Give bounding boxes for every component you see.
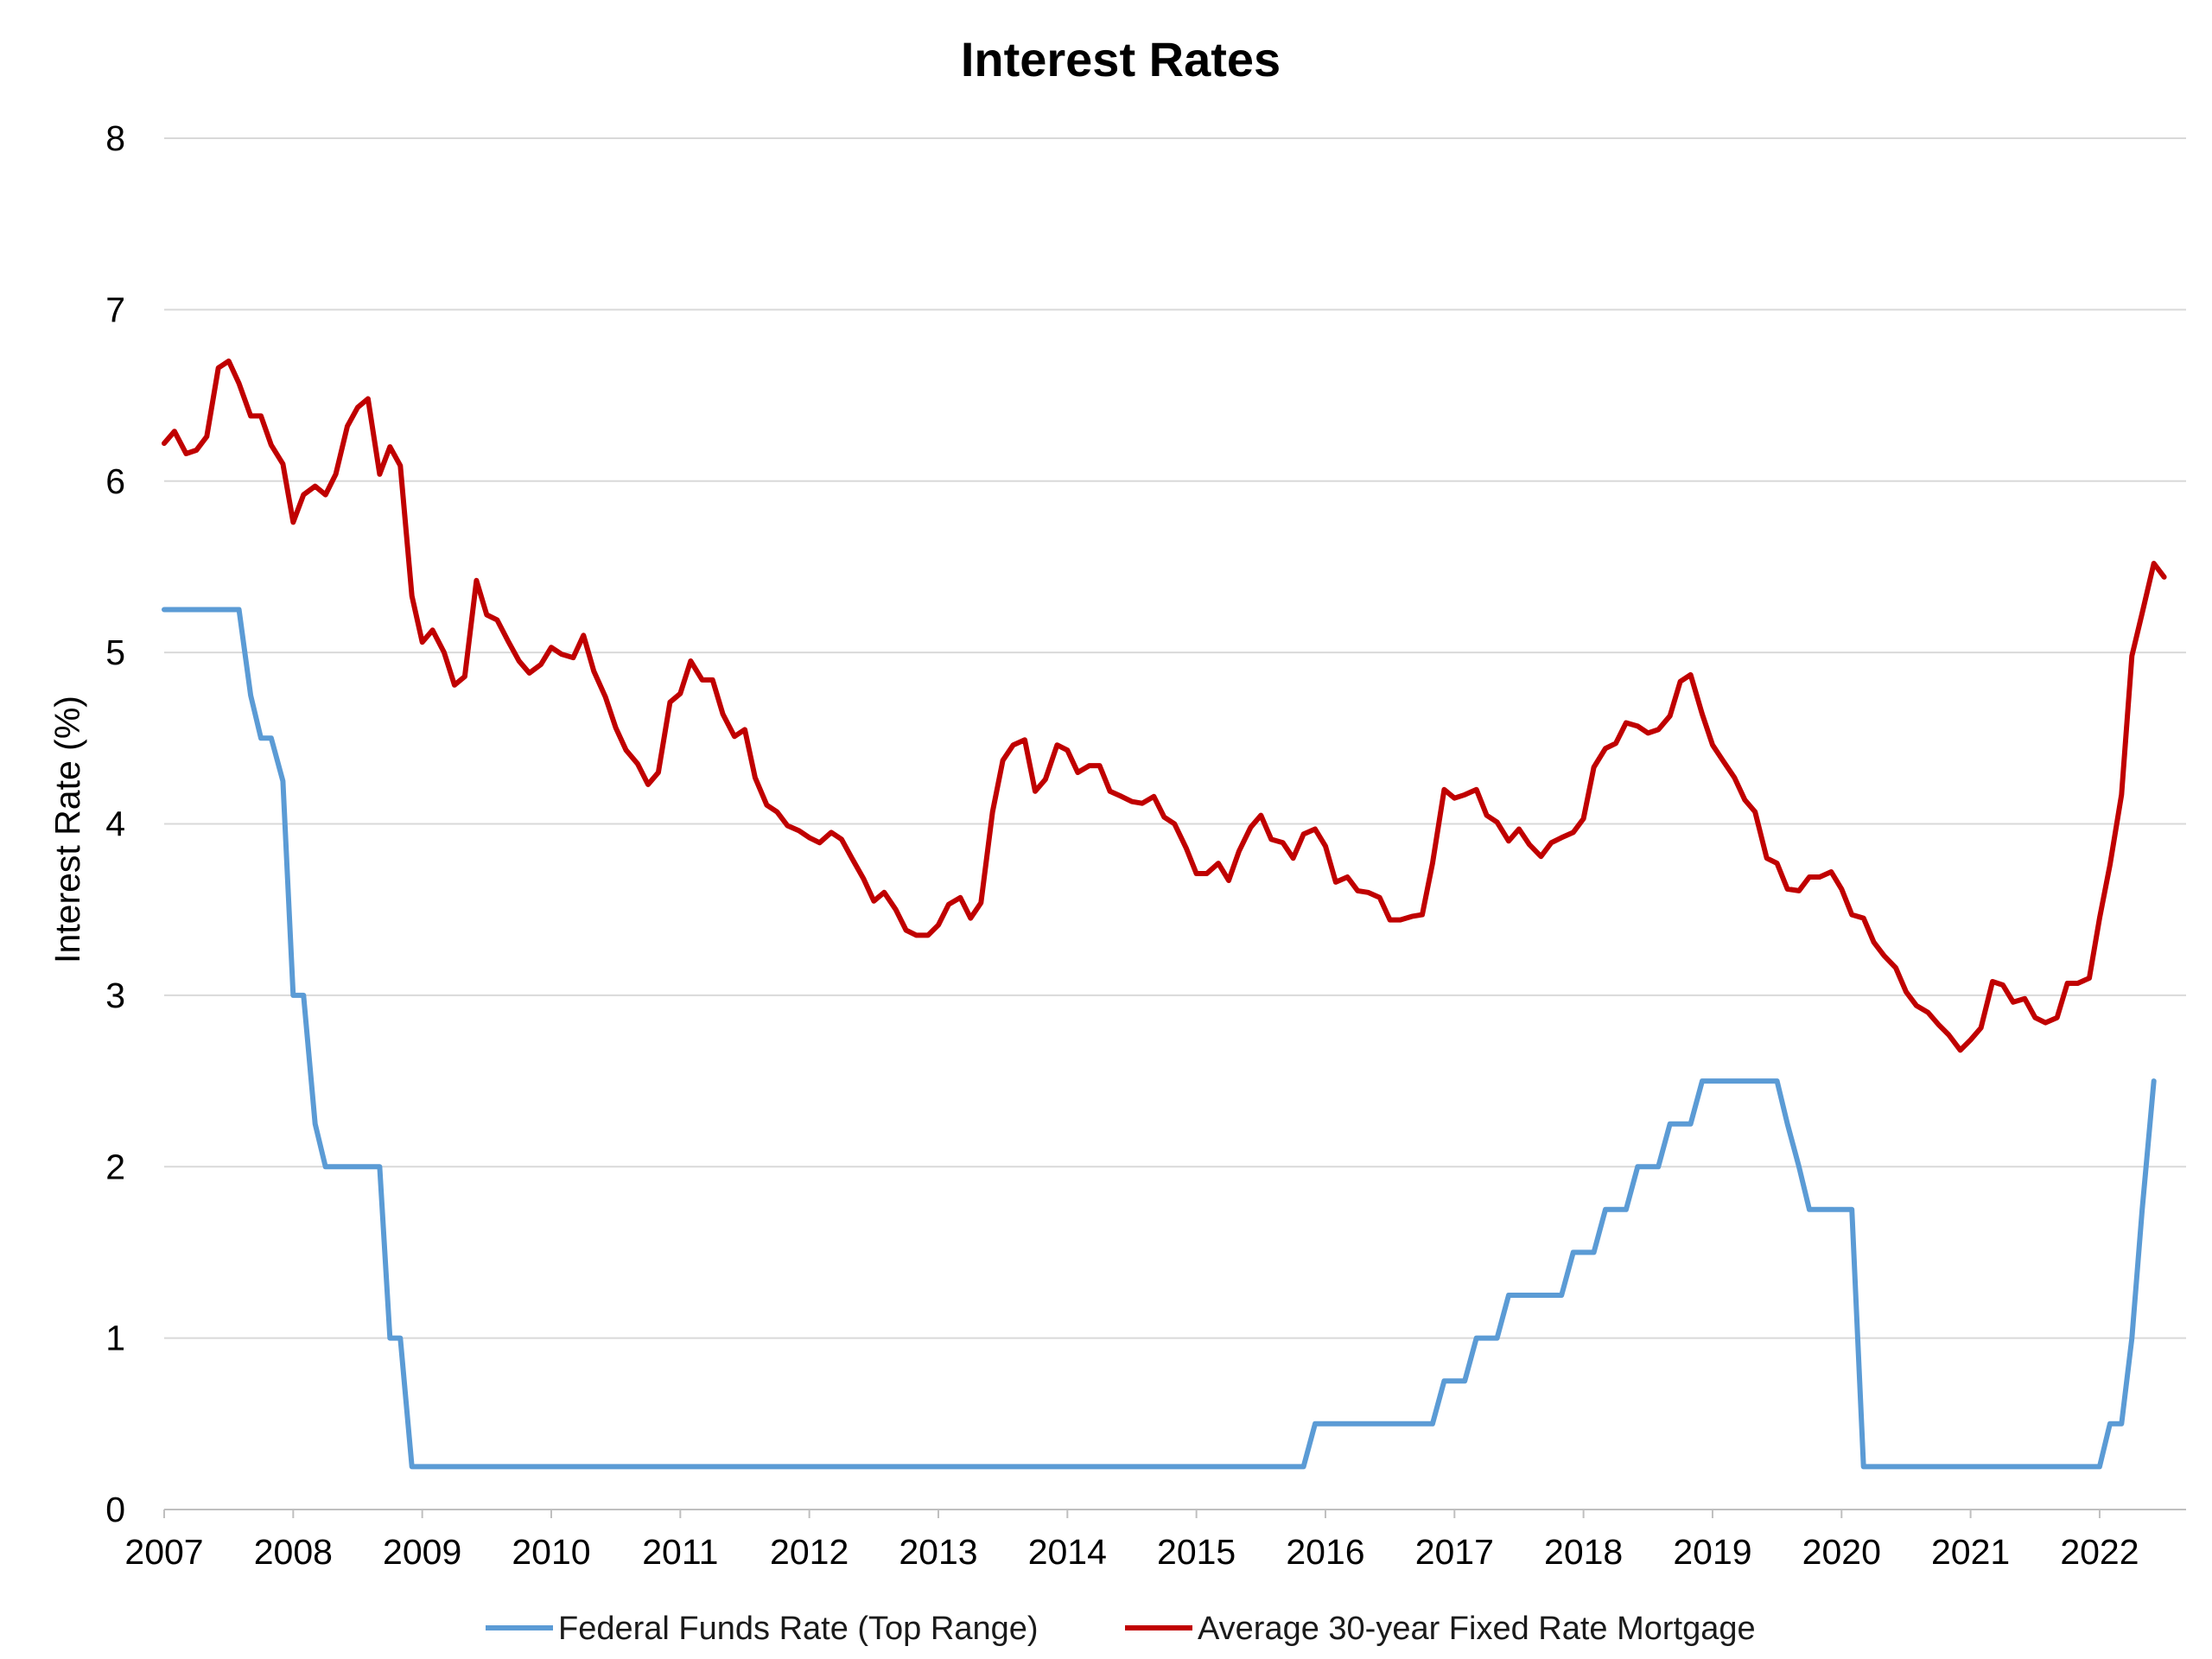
x-tick-label: 2008 [254, 1532, 333, 1572]
x-tick-label: 2021 [1931, 1532, 2010, 1572]
x-tick-label: 2022 [2060, 1532, 2139, 1572]
x-tick-label: 2011 [642, 1532, 718, 1572]
x-tick-label: 2007 [124, 1532, 203, 1572]
legend-label-federal-funds: Federal Funds Rate (Top Range) [558, 1611, 1039, 1647]
y-axis-ticks: 0 1 2 3 4 5 6 7 8 [105, 118, 125, 1529]
series-lines [162, 358, 2167, 1470]
x-tick-label: 2012 [770, 1532, 849, 1572]
series-line-mortgage [162, 358, 2167, 1053]
y-tick-label: 2 [105, 1147, 125, 1186]
series-line-federal-funds [162, 607, 2157, 1470]
y-tick-label: 0 [105, 1490, 125, 1529]
x-tick-label: 2017 [1415, 1532, 1494, 1572]
y-tick-label: 3 [105, 976, 125, 1015]
y-tick-label: 7 [105, 289, 125, 329]
chart-title: Interest Rates [961, 32, 1281, 86]
x-tick-label: 2013 [899, 1532, 977, 1572]
x-tick-label: 2014 [1028, 1532, 1107, 1572]
x-tick-label: 2019 [1673, 1532, 1751, 1572]
y-tick-label: 1 [105, 1319, 125, 1358]
y-tick-label: 4 [105, 804, 125, 844]
x-tick-label: 2020 [1802, 1532, 1881, 1572]
legend: Federal Funds Rate (Top Range) Average 3… [486, 1611, 1756, 1647]
x-tick-label: 2015 [1157, 1532, 1236, 1572]
x-tick-label: 2009 [383, 1532, 461, 1572]
y-tick-label: 8 [105, 118, 125, 158]
x-tick-label: 2010 [512, 1532, 590, 1572]
y-tick-label: 6 [105, 461, 125, 501]
x-axis-ticks: 2007 2008 2009 2010 2011 2012 2013 2014 2015 2016… [124, 1510, 2139, 1572]
legend-label-mortgage: Average 30-year Fixed Rate Mortgage [1198, 1611, 1756, 1647]
y-tick-label: 5 [105, 632, 125, 672]
x-tick-label: 2018 [1544, 1532, 1623, 1572]
x-tick-label: 2016 [1286, 1532, 1364, 1572]
y-axis-label: Interest Rate (%) [48, 696, 87, 963]
